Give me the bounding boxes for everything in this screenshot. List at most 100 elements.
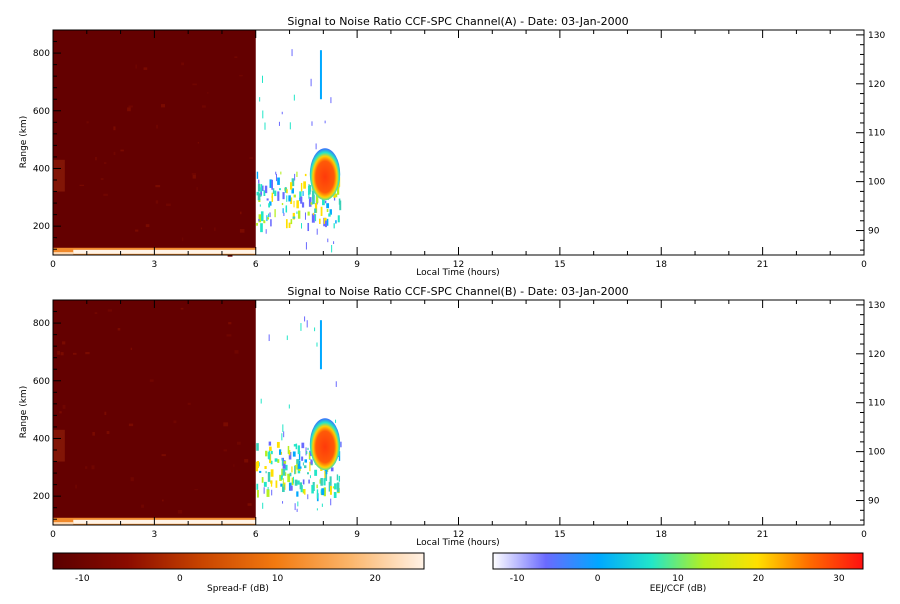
echo-speck — [325, 473, 328, 482]
echo-speck — [270, 480, 273, 484]
echo-speck — [332, 486, 335, 489]
x-tick-label: 3 — [152, 530, 158, 540]
spread-f-texture — [249, 157, 254, 159]
echo-speck — [286, 335, 288, 341]
echo-speck — [335, 220, 337, 224]
echo-speck — [325, 220, 327, 228]
panel-a-title: Signal to Noise Ratio CCF-SPC Channel(A)… — [287, 15, 628, 28]
spread-f-texture — [161, 454, 166, 457]
echo-speck — [304, 459, 308, 463]
x-tick-label: 6 — [253, 260, 259, 270]
spread-f-texture — [247, 503, 252, 506]
echo-speck — [267, 217, 269, 220]
spread-f-texture — [197, 142, 199, 144]
echo-speck — [259, 470, 262, 473]
x-tick-label: 6 — [253, 530, 259, 540]
spread-f-texture — [239, 74, 243, 77]
echo-speck — [278, 121, 280, 126]
spread-f-texture — [155, 200, 159, 204]
panel-a: Signal to Noise Ratio CCF-SPC Channel(A)… — [19, 15, 885, 278]
echo-speck — [279, 449, 282, 455]
spread-f-texture — [141, 504, 144, 508]
echo-speck — [266, 198, 269, 201]
echo-speck — [292, 212, 295, 220]
echo-speck — [270, 450, 273, 455]
right-tick-label: 120 — [868, 80, 885, 90]
echo-speck — [267, 213, 269, 218]
x-tick-label: 9 — [354, 260, 360, 270]
echo-speck — [296, 211, 298, 214]
echo-speck — [307, 447, 309, 451]
echo-speck — [305, 242, 307, 250]
echo-speck — [314, 203, 318, 213]
spread-f-texture — [113, 126, 116, 131]
echo-speck — [285, 206, 287, 213]
echo-speck — [296, 508, 298, 512]
x-tick-label: 9 — [354, 530, 360, 540]
x-tick-label: 0 — [50, 260, 56, 270]
echo-speck — [282, 192, 285, 200]
echo-speck — [305, 451, 308, 455]
spread-f-texture — [226, 334, 232, 337]
echo-speck — [300, 323, 302, 331]
echo-speck — [257, 489, 259, 498]
echo-speck — [288, 450, 291, 456]
bright-band-core — [53, 522, 74, 526]
echo-speck — [261, 185, 264, 191]
echo-speck — [270, 219, 272, 227]
echo-speck — [281, 111, 283, 115]
panel-b-axes: 200 400 600 800 0 3 6 9 12 15 18 21 0 90 100 110 120 130 — [33, 299, 885, 540]
spread-f-texture — [62, 341, 66, 345]
spread-f-texture — [166, 203, 171, 207]
echo-speck — [271, 195, 273, 198]
echo-speck — [328, 481, 331, 492]
spread-f-texture — [200, 227, 203, 230]
panel-a-ylabel: Range (km) — [19, 116, 29, 168]
echo-speck — [282, 484, 285, 492]
panel-b-data — [53, 300, 342, 526]
echo-speck — [324, 200, 327, 204]
echo-speck — [257, 193, 261, 201]
echo-speck — [308, 452, 311, 460]
right-tick-label: 90 — [868, 497, 880, 507]
echo-speck — [266, 215, 268, 222]
echo-speck — [309, 461, 311, 472]
echo-speck — [304, 465, 307, 469]
echo-speck — [265, 229, 267, 234]
echo-speck — [256, 483, 259, 490]
echo-speck — [307, 494, 309, 500]
echo-speck — [314, 208, 317, 214]
spread-f-texture — [182, 237, 184, 242]
spread-f-texture — [233, 464, 235, 467]
right-tick-label: 100 — [868, 178, 885, 188]
echo-speck — [256, 443, 259, 451]
echo-speck — [293, 476, 295, 484]
y-tick-label: 400 — [33, 434, 50, 444]
echo-speck — [333, 241, 335, 245]
echo-speck — [279, 474, 282, 481]
colorbar-eej: -10 0 10 20 30 EEJ/CCF (dB) — [492, 552, 864, 594]
echo-speck — [260, 223, 263, 233]
echo-speck — [284, 187, 287, 193]
echo-speck — [308, 479, 310, 484]
spread-f-texture — [60, 352, 64, 356]
echo-speck — [310, 78, 312, 87]
y-tick-label: 600 — [33, 377, 50, 387]
spread-f-region — [53, 30, 256, 255]
echo-speck — [283, 461, 287, 464]
colorbar-tick-label: 0 — [595, 574, 601, 584]
echo-speck — [258, 194, 262, 197]
echo-speck — [270, 481, 273, 487]
x-tick-label: 21 — [757, 260, 768, 270]
echo-speck — [315, 143, 317, 150]
echo-speck — [258, 179, 260, 184]
echo-speck — [262, 502, 264, 509]
spread-f-texture — [92, 431, 95, 436]
echo-speck — [267, 452, 269, 459]
echo-speck — [288, 404, 290, 409]
echo-speck — [314, 469, 318, 476]
spread-f-texture — [135, 229, 139, 232]
echo-speck — [296, 171, 298, 177]
echo-speck — [329, 209, 332, 215]
